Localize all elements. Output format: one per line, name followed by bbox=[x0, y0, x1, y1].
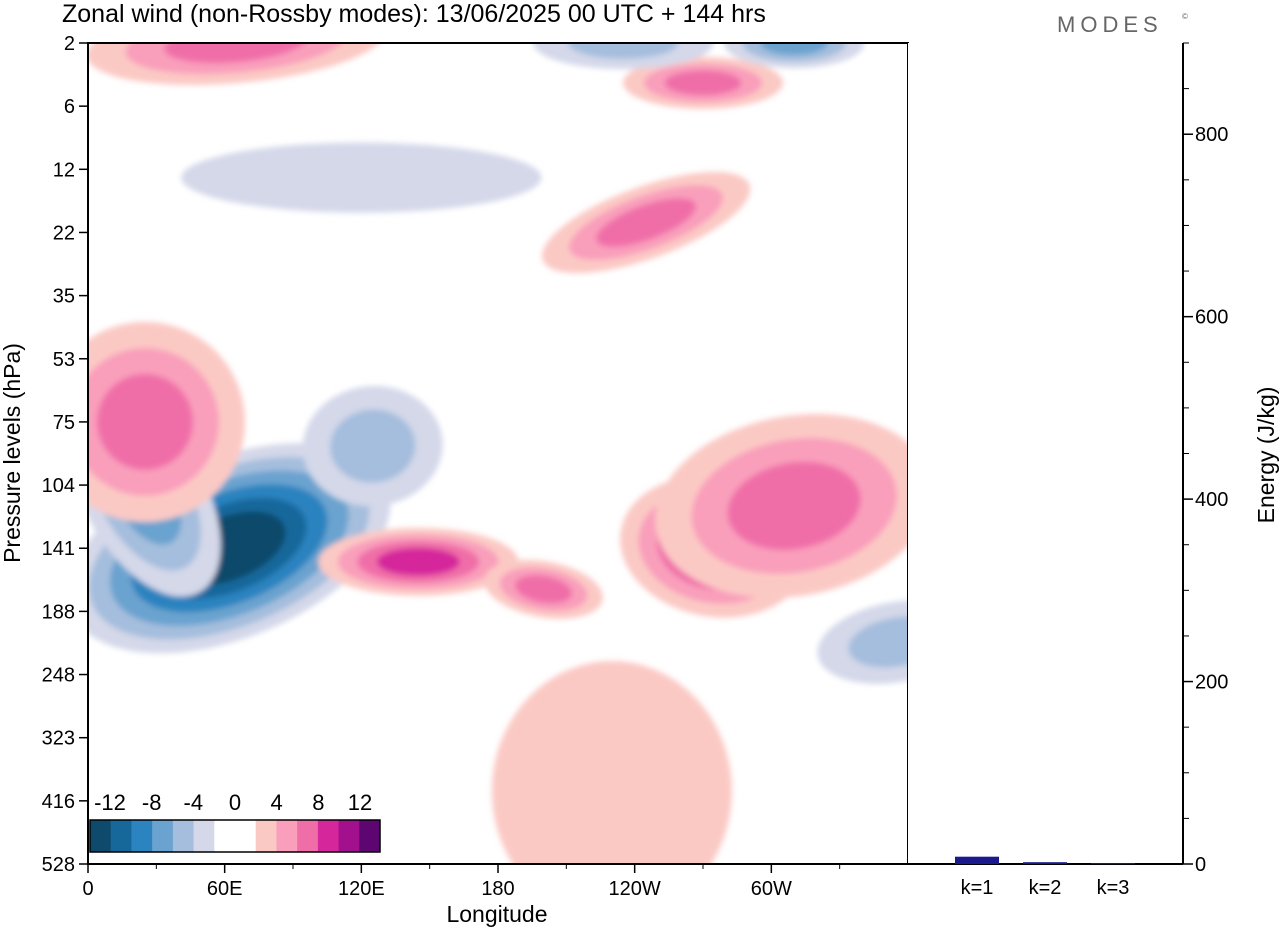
contour-level bbox=[568, 43, 679, 59]
x-tick-label: 120W bbox=[609, 878, 661, 900]
y-tick-label: 53 bbox=[53, 349, 75, 371]
y-tick-label: 188 bbox=[42, 601, 75, 623]
contour-level bbox=[330, 409, 416, 483]
contour-feature bbox=[541, 171, 751, 274]
energy-panel: k=1 k=2 k=3 0 200 400 600 800 Energy (J/kg) bbox=[908, 42, 1279, 899]
y-tick-label: 35 bbox=[53, 286, 75, 308]
x-axis-label: Longitude bbox=[446, 901, 547, 927]
contour-level bbox=[760, 43, 828, 55]
contour-feature bbox=[88, 321, 245, 522]
colorbar-swatch bbox=[255, 820, 277, 852]
contour-level bbox=[727, 461, 861, 551]
energy-bars: k=1 k=2 k=3 bbox=[955, 856, 1135, 899]
y-tick-label: 22 bbox=[53, 222, 75, 244]
y-tick-label: 323 bbox=[42, 728, 75, 750]
colorbar-swatch bbox=[317, 820, 340, 852]
contour-feature bbox=[533, 43, 714, 69]
colorbar: -12 -8 -4 0 4 8 12 bbox=[89, 790, 381, 853]
energy-y-axis: 0 200 400 600 800 bbox=[1183, 42, 1228, 876]
energy-axis-label: Energy (J/kg) bbox=[1253, 387, 1279, 524]
contour-feature bbox=[724, 43, 865, 68]
contour-level bbox=[491, 661, 732, 864]
energy-bar bbox=[955, 856, 999, 864]
colorbar-swatch bbox=[214, 820, 236, 852]
colorbar-label: 0 bbox=[229, 790, 241, 815]
colorbar-swatch bbox=[90, 820, 112, 852]
y-tick-label: 12 bbox=[53, 159, 75, 181]
contour-level bbox=[664, 70, 742, 96]
energy-tick-label: 400 bbox=[1195, 489, 1228, 511]
contour-level bbox=[96, 373, 193, 470]
x-tick-label: 180 bbox=[481, 878, 514, 900]
colorbar-swatch bbox=[172, 820, 195, 852]
y-tick-label: 528 bbox=[42, 854, 75, 876]
energy-bar bbox=[1023, 862, 1067, 864]
colorbar-swatch bbox=[359, 820, 381, 852]
y-tick-label: 141 bbox=[42, 538, 75, 560]
x-tick-label: 60E bbox=[207, 878, 243, 900]
brand-mark: © bbox=[1182, 12, 1188, 21]
energy-tick-label: 0 bbox=[1195, 854, 1206, 876]
heatmap-plot: 0 60E 120E 180 120W 60W 2 6 12 22 35 53 75 104 141 188… bbox=[0, 33, 909, 927]
brand-logo: MODES bbox=[1057, 12, 1163, 37]
y-tick-label: 104 bbox=[42, 475, 75, 497]
contour-feature bbox=[302, 386, 443, 507]
colorbar-label: 8 bbox=[312, 790, 324, 815]
energy-category-label: k=2 bbox=[1029, 877, 1062, 899]
colorbar-label: 12 bbox=[348, 790, 372, 815]
contour-level bbox=[596, 198, 697, 247]
contour-feature bbox=[318, 527, 519, 596]
colorbar-label: 4 bbox=[271, 790, 283, 815]
energy-tick-label: 600 bbox=[1195, 307, 1228, 329]
colorbar-swatch bbox=[110, 820, 132, 852]
contour-level bbox=[376, 547, 460, 576]
x-tick-label: 60W bbox=[751, 878, 792, 900]
colorbar-swatch bbox=[131, 820, 153, 852]
contour-field bbox=[88, 43, 908, 864]
colorbar-swatch bbox=[152, 820, 174, 852]
y-axis: 2 6 12 22 35 53 75 104 141 188 248 323 416 528 bbox=[42, 33, 88, 876]
contour-feature bbox=[655, 414, 908, 598]
energy-tick-label: 800 bbox=[1195, 124, 1228, 146]
contour-level bbox=[848, 616, 908, 668]
colorbar-swatch bbox=[297, 820, 319, 852]
energy-category-label: k=3 bbox=[1097, 877, 1130, 899]
contour-feature bbox=[623, 56, 783, 109]
y-tick-label: 248 bbox=[42, 665, 75, 687]
colorbar-label: -8 bbox=[142, 790, 162, 815]
y-tick-label: 416 bbox=[42, 791, 75, 813]
contour-feature bbox=[88, 43, 386, 85]
contour-feature bbox=[484, 559, 603, 619]
y-axis-label: Pressure levels (hPa) bbox=[0, 343, 25, 563]
y-tick-label: 6 bbox=[64, 96, 75, 118]
contour-level bbox=[181, 142, 542, 213]
contour-feature bbox=[491, 661, 732, 864]
y-tick-label: 2 bbox=[64, 33, 75, 55]
colorbar-swatch bbox=[276, 820, 298, 852]
energy-category-label: k=1 bbox=[961, 877, 994, 899]
colorbar-frame bbox=[89, 819, 381, 853]
contour-level bbox=[515, 575, 573, 604]
colorbar-label: -12 bbox=[94, 790, 126, 815]
chart-title: Zonal wind (non-Rossby modes): 13/06/202… bbox=[62, 0, 766, 28]
colorbar-swatch bbox=[338, 820, 360, 852]
energy-tick-label: 200 bbox=[1195, 672, 1228, 694]
energy-bar bbox=[1091, 863, 1135, 865]
colorbar-swatch bbox=[235, 820, 257, 852]
x-tick-label: 120E bbox=[338, 878, 385, 900]
contour-feature bbox=[181, 142, 542, 213]
x-tick-label: 0 bbox=[82, 878, 93, 900]
colorbar-label: -4 bbox=[184, 790, 204, 815]
contour-feature bbox=[817, 600, 908, 684]
contour-level bbox=[164, 43, 308, 64]
x-axis: 0 60E 120E 180 120W 60W bbox=[82, 864, 841, 900]
colorbar-swatch bbox=[193, 820, 215, 852]
y-tick-label: 75 bbox=[53, 412, 75, 434]
